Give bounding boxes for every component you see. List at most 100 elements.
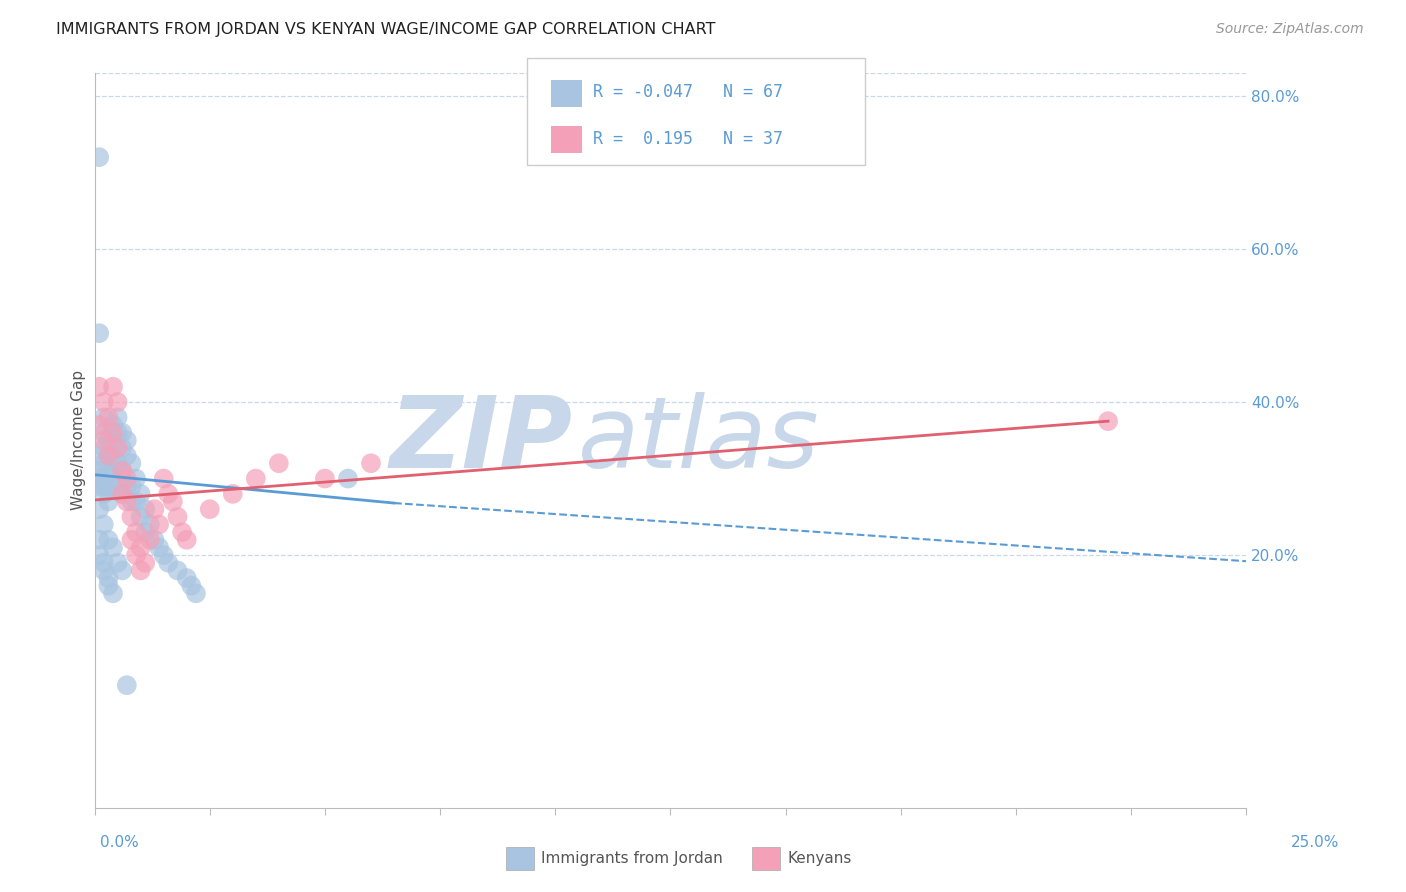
Point	[111, 425, 134, 440]
Point	[245, 472, 267, 486]
Point	[115, 494, 138, 508]
Text: Immigrants from Jordan: Immigrants from Jordan	[541, 851, 723, 865]
Point	[115, 472, 138, 486]
Point	[93, 434, 115, 448]
Point	[115, 678, 138, 692]
Point	[89, 150, 111, 164]
Text: Kenyans: Kenyans	[787, 851, 852, 865]
Point	[101, 417, 124, 432]
Point	[222, 487, 245, 501]
Point	[93, 556, 115, 570]
Point	[107, 479, 129, 493]
Point	[198, 502, 221, 516]
Text: ZIP: ZIP	[389, 392, 572, 489]
Point	[97, 579, 120, 593]
Point	[107, 410, 129, 425]
Point	[89, 479, 111, 493]
Point	[148, 541, 170, 555]
Point	[97, 449, 120, 463]
Point	[93, 410, 115, 425]
Point	[93, 479, 115, 493]
Point	[89, 449, 111, 463]
Point	[97, 410, 120, 425]
Point	[111, 563, 134, 577]
Point	[89, 326, 111, 341]
Point	[107, 456, 129, 470]
Point	[97, 571, 120, 585]
Point	[148, 517, 170, 532]
Point	[97, 464, 120, 478]
Point	[89, 380, 111, 394]
Point	[360, 456, 382, 470]
Text: R =  0.195   N = 37: R = 0.195 N = 37	[593, 130, 783, 148]
Point	[125, 494, 148, 508]
Point	[111, 487, 134, 501]
Point	[93, 395, 115, 409]
Point	[180, 579, 202, 593]
Point	[134, 525, 156, 540]
Point	[1097, 414, 1119, 428]
Point	[184, 586, 207, 600]
Point	[129, 487, 152, 501]
Point	[125, 472, 148, 486]
Point	[166, 563, 188, 577]
Y-axis label: Wage/Income Gap: Wage/Income Gap	[72, 370, 86, 510]
Point	[101, 541, 124, 555]
Point	[93, 563, 115, 577]
Point	[172, 525, 194, 540]
Point	[111, 441, 134, 455]
Point	[97, 449, 120, 463]
Point	[107, 556, 129, 570]
Point	[166, 509, 188, 524]
Point	[139, 533, 162, 547]
Point	[101, 464, 124, 478]
Point	[111, 464, 134, 478]
Point	[120, 494, 142, 508]
Point	[336, 472, 359, 486]
Point	[93, 517, 115, 532]
Point	[139, 517, 162, 532]
Point	[134, 502, 156, 516]
Point	[129, 509, 152, 524]
Point	[152, 472, 174, 486]
Point	[93, 441, 115, 455]
Point	[134, 556, 156, 570]
Text: 0.0%: 0.0%	[100, 836, 139, 850]
Point	[157, 487, 180, 501]
Point	[93, 487, 115, 501]
Point	[115, 479, 138, 493]
Point	[115, 434, 138, 448]
Point	[120, 509, 142, 524]
Point	[89, 548, 111, 562]
Point	[129, 563, 152, 577]
Point	[93, 472, 115, 486]
Point	[101, 434, 124, 448]
Point	[267, 456, 290, 470]
Point	[97, 479, 120, 493]
Text: atlas: atlas	[578, 392, 820, 489]
Point	[157, 556, 180, 570]
Point	[111, 464, 134, 478]
Point	[314, 472, 336, 486]
Point	[107, 441, 129, 455]
Text: 25.0%: 25.0%	[1291, 836, 1339, 850]
Text: IMMIGRANTS FROM JORDAN VS KENYAN WAGE/INCOME GAP CORRELATION CHART: IMMIGRANTS FROM JORDAN VS KENYAN WAGE/IN…	[56, 22, 716, 37]
Point	[176, 571, 198, 585]
Point	[89, 472, 111, 486]
Point	[120, 479, 142, 493]
Text: Source: ZipAtlas.com: Source: ZipAtlas.com	[1216, 22, 1364, 37]
Point	[97, 434, 120, 448]
Point	[125, 548, 148, 562]
Point	[93, 456, 115, 470]
Point	[152, 548, 174, 562]
Point	[111, 487, 134, 501]
Point	[129, 541, 152, 555]
Point	[89, 533, 111, 547]
Point	[97, 533, 120, 547]
Point	[162, 494, 184, 508]
Point	[101, 425, 124, 440]
Point	[89, 464, 111, 478]
Point	[89, 417, 111, 432]
Point	[101, 586, 124, 600]
Point	[97, 494, 120, 508]
